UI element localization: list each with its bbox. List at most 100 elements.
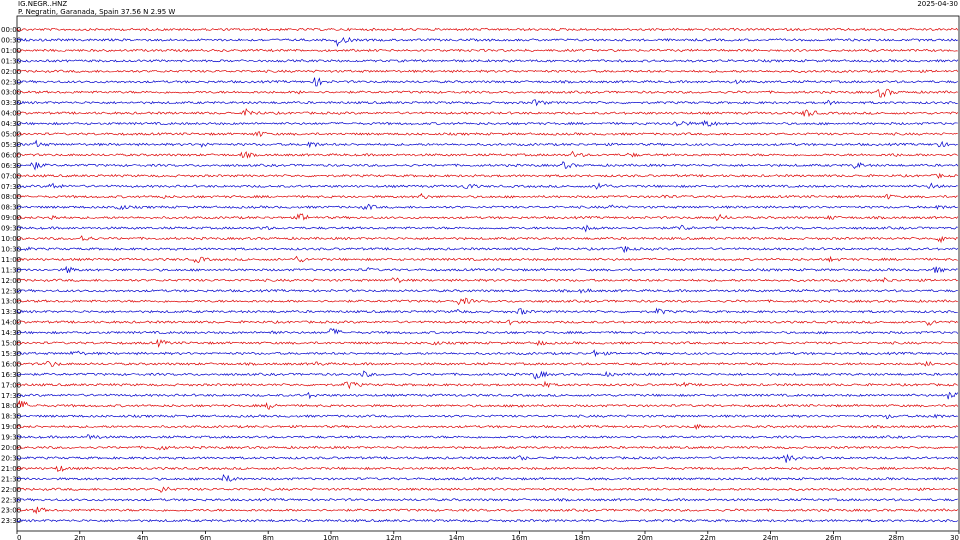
seismic-trace	[16, 150, 958, 159]
row-time-label: 15:30	[1, 350, 21, 358]
seismic-trace	[16, 213, 959, 221]
seismic-trace	[16, 161, 959, 171]
seismic-trace	[16, 338, 959, 348]
seismic-trace	[16, 139, 958, 149]
seismic-trace	[16, 518, 959, 523]
row-time-label: 01:00	[1, 47, 21, 55]
row-time-label: 19:00	[1, 423, 21, 431]
row-time-label: 20:30	[1, 454, 21, 462]
row-time-label: 00:00	[1, 26, 21, 34]
seismic-trace	[16, 391, 959, 400]
row-time-label: 07:30	[1, 183, 21, 191]
seismic-trace	[16, 297, 958, 306]
row-time-label: 16:30	[1, 371, 21, 379]
seismic-trace	[16, 360, 958, 367]
seismic-trace	[16, 182, 958, 190]
seismic-trace	[16, 319, 959, 326]
x-tick-label: 22m	[700, 534, 716, 540]
x-tick-label: 4m	[137, 534, 148, 540]
row-time-label: 02:30	[1, 78, 21, 86]
seismic-trace	[16, 328, 959, 335]
row-time-label: 17:30	[1, 392, 21, 400]
row-time-label: 09:00	[1, 214, 21, 222]
x-tick-label: 24m	[763, 534, 779, 540]
row-time-label: 13:00	[1, 298, 21, 306]
date-label: 2025-04-30	[917, 0, 958, 8]
seismic-trace	[16, 77, 958, 87]
seismic-trace	[16, 255, 958, 264]
seismic-trace	[16, 88, 958, 98]
seismic-trace	[16, 473, 958, 482]
row-time-label: 02:00	[1, 68, 21, 76]
seismic-trace	[16, 497, 958, 502]
row-time-label: 21:30	[1, 475, 21, 483]
x-tick-label: 6m	[200, 534, 211, 540]
row-time-label: 10:30	[1, 245, 21, 253]
seismic-trace	[16, 69, 959, 74]
row-time-label: 22:30	[1, 496, 21, 504]
seismic-trace	[16, 203, 958, 211]
row-time-label: 12:30	[1, 287, 21, 295]
x-tick-label: 28m	[888, 534, 904, 540]
row-time-label: 21:00	[1, 465, 21, 473]
seismic-trace	[16, 107, 959, 118]
x-tick-label: 18m	[574, 534, 590, 540]
seismic-trace	[16, 413, 958, 420]
station-location-subtitle: P. Negratin, Garanada, Spain 37.56 N 2.9…	[18, 8, 176, 16]
seismic-trace	[16, 349, 958, 358]
row-time-label: 18:00	[1, 402, 21, 410]
x-tick-label: 30	[950, 534, 959, 540]
row-time-label: 17:00	[1, 381, 21, 389]
row-time-label: 23:00	[1, 507, 21, 515]
row-time-label: 23:30	[1, 517, 21, 525]
row-time-label: 06:30	[1, 162, 21, 170]
row-time-label: 11:30	[1, 266, 21, 274]
seismic-trace	[16, 434, 958, 440]
seismic-trace	[16, 445, 958, 451]
seismic-trace	[16, 265, 958, 274]
x-tick-label: 16m	[512, 534, 528, 540]
seismic-trace	[16, 192, 958, 200]
seismic-trace	[16, 453, 959, 463]
row-time-label: 22:00	[1, 486, 21, 494]
row-time-label: 01:30	[1, 57, 21, 65]
seismic-trace	[16, 59, 959, 63]
row-time-label: 08:30	[1, 204, 21, 212]
row-time-label: 04:30	[1, 120, 21, 128]
row-time-label: 09:30	[1, 225, 21, 233]
row-time-label: 16:00	[1, 360, 21, 368]
row-time-label: 06:00	[1, 151, 21, 159]
seismic-trace	[16, 246, 959, 254]
row-time-label: 11:00	[1, 256, 21, 264]
seismic-trace	[16, 99, 958, 107]
station-title: IG.NEGR..HNZ	[18, 0, 68, 8]
seismic-trace	[16, 119, 958, 127]
x-tick-label: 8m	[263, 534, 274, 540]
row-time-label: 03:00	[1, 89, 21, 97]
seismic-trace	[16, 380, 958, 390]
seismic-trace	[16, 465, 958, 472]
seismic-trace	[16, 235, 958, 244]
row-time-label: 04:00	[1, 110, 21, 118]
row-time-label: 08:00	[1, 193, 21, 201]
seismic-trace	[16, 288, 958, 294]
row-time-label: 03:30	[1, 99, 21, 107]
seismic-trace	[16, 399, 959, 410]
row-time-label: 18:30	[1, 413, 21, 421]
row-time-label: 10:00	[1, 235, 21, 243]
seismic-trace	[16, 36, 958, 48]
x-tick-label: 0	[17, 534, 21, 540]
row-time-label: 12:00	[1, 277, 21, 285]
row-time-label: 07:00	[1, 172, 21, 180]
x-tick-label: 26m	[826, 534, 842, 540]
seismic-trace	[16, 27, 959, 32]
seismic-trace	[16, 131, 958, 137]
row-time-label: 20:00	[1, 444, 21, 452]
seismic-trace	[16, 423, 959, 431]
row-time-label: 19:30	[1, 434, 21, 442]
row-time-label: 13:30	[1, 308, 21, 316]
seismic-trace	[16, 224, 958, 233]
seismic-trace	[16, 370, 959, 380]
seismic-trace	[16, 307, 958, 315]
